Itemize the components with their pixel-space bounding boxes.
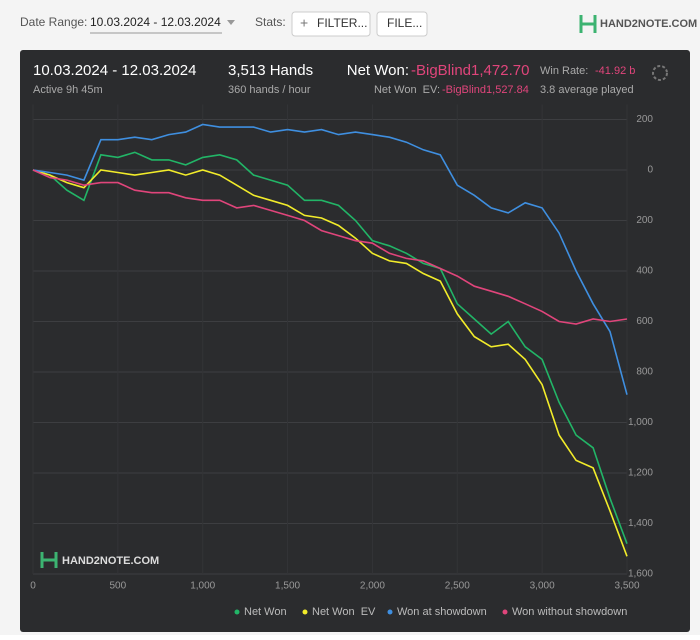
y-tick-label: 800 <box>636 367 653 378</box>
y-tick-label: 600 <box>636 316 653 327</box>
ev-value: -BigBlind1,527.84 <box>442 84 529 96</box>
file-button[interactable] <box>376 11 428 37</box>
x-tick-label: 2,500 <box>445 581 470 592</box>
watermark-icon <box>40 552 58 568</box>
series-line <box>32 169 628 325</box>
summary-active: Active 9h 45m <box>33 84 103 96</box>
logo-icon <box>579 15 597 33</box>
y-tick-label: 200 <box>636 215 653 226</box>
plus-icon: + <box>300 15 308 31</box>
legend-marker <box>302 609 308 615</box>
y-tick-label: 1,400 <box>628 518 653 529</box>
stats-label: Stats: <box>255 15 286 29</box>
y-tick-label: 1,200 <box>628 468 653 479</box>
series-line <box>32 151 628 544</box>
x-tick-label: 0 <box>30 581 36 592</box>
y-tick-label: 400 <box>636 266 653 277</box>
x-tick-label: 3,000 <box>530 581 555 592</box>
filter-button[interactable] <box>291 11 371 37</box>
watermark: HAND2NOTE.COM <box>62 555 159 567</box>
summary-range: 10.03.2024 - 12.03.2024 <box>33 62 196 79</box>
date-label: Date Range: <box>20 15 87 29</box>
y-tick-label: 200 <box>636 114 653 125</box>
x-tick-label: 500 <box>110 581 127 592</box>
average: 3.8 average played <box>540 84 634 96</box>
x-tick-label: 1,000 <box>190 581 215 592</box>
net-won-label: Net Won: <box>347 62 409 79</box>
legend-marker <box>234 609 240 615</box>
dropdown-arrow[interactable] <box>227 20 235 25</box>
x-tick-label: 3,500 <box>614 581 639 592</box>
panel <box>20 50 690 632</box>
plot: 200 0 200 400 600 800 1,000 1,200 1,400 1,600 0 500… <box>30 104 653 618</box>
net-won-value: -BigBlind1,472.70 <box>411 62 529 79</box>
summary-rate: 360 hands / hour <box>228 84 311 96</box>
series-line <box>32 123 628 395</box>
y-tick-label: 0 <box>647 165 653 176</box>
win-rate-value: -41.92 b <box>595 65 635 77</box>
series-line <box>32 169 628 557</box>
filter-label: FILTER... <box>317 16 367 30</box>
legend-label: Won without showdown <box>512 606 627 618</box>
y-tick-label: 1,600 <box>628 569 653 580</box>
x-tick-label: 1,500 <box>275 581 300 592</box>
legend-label: Won at showdown <box>397 606 487 618</box>
win-rate-label: Win Rate: <box>540 65 588 77</box>
summary-hands: 3,513 Hands <box>228 62 313 79</box>
legend-label: Net Won <box>244 606 287 618</box>
x-tick-label: 2,000 <box>360 581 385 592</box>
settings-icon[interactable] <box>652 65 668 81</box>
file-label: FILE... <box>387 16 422 30</box>
legend-marker <box>502 609 508 615</box>
logo: HAND2NOTE.COM <box>600 18 697 30</box>
legend-label: Net Won EV <box>312 606 376 618</box>
date-range[interactable]: 10.03.2024 - 12.03.2024 <box>90 15 221 29</box>
legend-marker <box>387 609 393 615</box>
y-tick-label: 1,000 <box>628 417 653 428</box>
ev-label: Net Won EV: <box>374 84 440 96</box>
